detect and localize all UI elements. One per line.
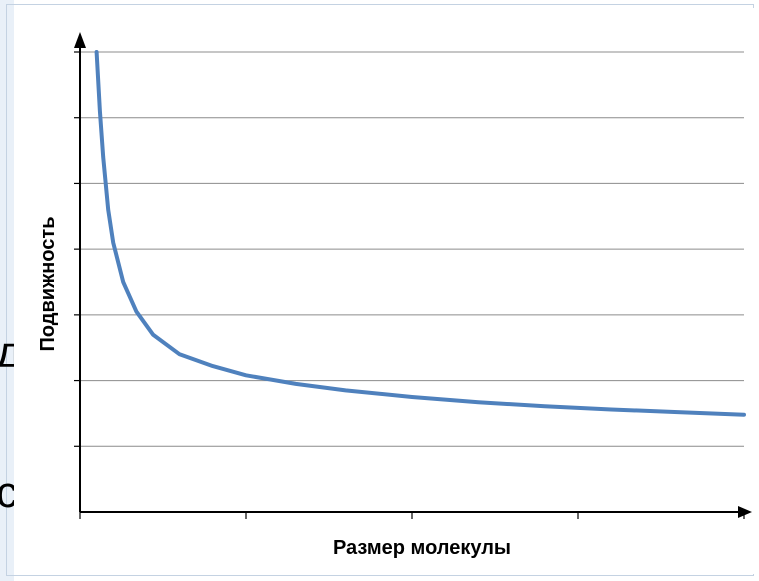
- x-axis-ticks: [79, 512, 745, 519]
- y-axis-label: Подвижность: [37, 216, 59, 351]
- series-line: [94, 50, 746, 417]
- y-axis-arrowhead: [74, 32, 86, 48]
- slide-background-strip: [0, 0, 14, 581]
- x-axis-arrowhead: [738, 506, 752, 518]
- bleed-text-2: с: [0, 468, 18, 517]
- gridlines: [80, 51, 744, 447]
- x-axis-label: Размер молекулы: [333, 537, 511, 559]
- line-chart: Подвижность Размер молекулы: [37, 32, 752, 559]
- chart-area: Подвижность Размер молекулы: [14, 8, 754, 574]
